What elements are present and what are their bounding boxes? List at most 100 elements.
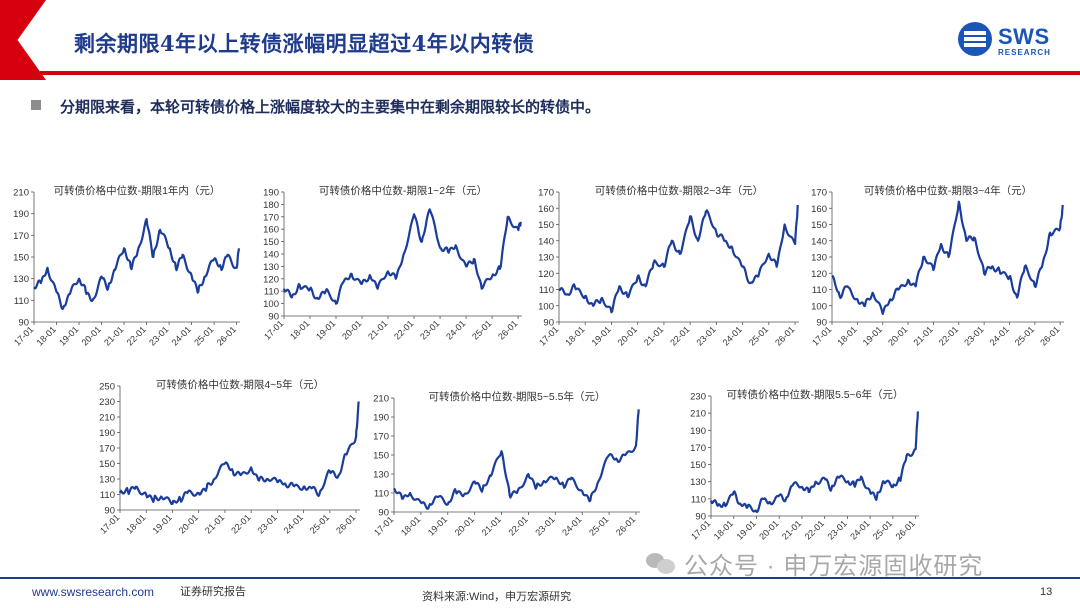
y-tick-label: 150 — [99, 459, 115, 470]
x-tick-label: 18-01 — [124, 512, 147, 535]
y-tick-label: 170 — [263, 212, 279, 223]
chart-title: 可转债价格中位数-期限1~2年（元） — [319, 184, 487, 197]
chart-svg: 可转债价格中位数-期限1年内（元） 90 110 130 150 170 190 210 17-… — [12, 184, 240, 348]
y-tick-label: 250 — [99, 382, 115, 393]
series-line — [709, 411, 919, 514]
x-tick-label: 17-01 — [12, 324, 35, 347]
y-tick-label: 150 — [373, 451, 389, 462]
series-line — [831, 200, 1064, 315]
x-tick-label: 20-01 — [886, 324, 909, 347]
sws-logo-icon — [958, 22, 992, 56]
y-tick-label: 90 — [378, 508, 389, 519]
y-tick-label: 150 — [538, 220, 554, 231]
x-tick-label: 17-01 — [372, 514, 395, 537]
wechat-icon — [646, 551, 676, 575]
x-tick-label: 20-01 — [757, 518, 780, 541]
x-tick-label: 21-01 — [102, 324, 125, 347]
footer-url[interactable]: www.swsresearch.com — [32, 585, 155, 599]
y-tick-label: 160 — [538, 204, 554, 215]
y-tick-label: 230 — [690, 392, 706, 403]
x-tick-label: 24-01 — [848, 518, 871, 541]
y-tick-label: 90 — [543, 318, 554, 329]
y-tick-label: 230 — [99, 397, 115, 408]
x-tick-label: 20-01 — [616, 324, 639, 347]
x-tick-label: 23-01 — [147, 324, 170, 347]
y-tick-label: 100 — [538, 301, 554, 312]
x-tick-label: 17-01 — [689, 518, 712, 541]
x-tick-label: 25-01 — [308, 512, 331, 535]
y-tick-label: 130 — [263, 262, 279, 273]
x-tick-label: 23-01 — [255, 512, 278, 535]
x-tick-label: 26-01 — [334, 512, 357, 535]
x-tick-label: 24-01 — [282, 512, 305, 535]
y-tick-label: 160 — [263, 225, 279, 236]
chart-3-4y: 可转债价格中位数-期限3~4年（元） 90 100 110 120 130 140 150 16… — [808, 178, 1072, 348]
y-tick-label: 170 — [373, 432, 389, 443]
y-tick-label: 130 — [690, 477, 706, 488]
chart-title: 可转债价格中位数-期限1年内（元） — [54, 184, 221, 197]
x-tick-label: 26-01 — [614, 514, 637, 537]
x-tick-label: 20-01 — [80, 324, 103, 347]
x-tick-label: 17-01 — [262, 318, 285, 341]
x-tick-label: 24-01 — [170, 324, 193, 347]
sws-logo: SWS RESEARCH — [958, 22, 1058, 62]
chart-svg: 可转债价格中位数-期限4~5年（元） 90 110 130 150 170 190 210 23… — [98, 378, 360, 536]
x-tick-label: 25-01 — [871, 518, 894, 541]
series-line — [33, 217, 240, 311]
x-tick-label: 25-01 — [1013, 324, 1036, 347]
y-tick-label: 150 — [690, 460, 706, 471]
y-tick-label: 210 — [99, 413, 115, 424]
x-tick-label: 22-01 — [803, 518, 826, 541]
y-tick-label: 90 — [18, 318, 29, 329]
chart-title: 可转债价格中位数-期限3~4年（元） — [864, 184, 1032, 197]
y-tick-label: 150 — [263, 237, 279, 248]
chart-title: 可转债价格中位数-期限2~3年（元） — [595, 184, 763, 197]
y-tick-label: 130 — [811, 253, 827, 264]
x-tick-label: 21-01 — [480, 514, 503, 537]
y-tick-label: 190 — [99, 428, 115, 439]
chart-title: 可转债价格中位数-期限5.5~6年（元） — [726, 388, 903, 401]
y-tick-label: 130 — [373, 470, 389, 481]
y-tick-label: 120 — [263, 274, 279, 285]
y-tick-label: 210 — [690, 409, 706, 420]
chart-svg: 可转债价格中位数-期限5.5~6年（元） 90 110 130 150 170 190 210… — [689, 388, 919, 542]
y-tick-label: 190 — [690, 426, 706, 437]
chart-2-3y: 可转债价格中位数-期限2~3年（元） 90 100 110 120 130 140 150 16… — [535, 178, 801, 348]
chart-5-5.5y: 可转债价格中位数-期限5~5.5年（元） 90 110 130 150 170 190 210… — [368, 384, 644, 538]
y-tick-label: 110 — [374, 489, 389, 500]
header-divider — [40, 71, 1080, 75]
y-tick-label: 160 — [811, 204, 827, 215]
x-tick-label: 18-01 — [288, 318, 311, 341]
y-tick-label: 90 — [268, 312, 279, 323]
x-tick-label: 21-01 — [642, 324, 665, 347]
x-tick-label: 22-01 — [392, 318, 415, 341]
x-tick-label: 21-01 — [911, 324, 934, 347]
bullet-text: 分期限来看，本轮可转债价格上涨幅度较大的主要集中在剩余期限较长的转债中。 — [60, 99, 601, 116]
x-tick-label: 17-01 — [810, 324, 833, 347]
y-tick-label: 110 — [812, 285, 827, 296]
x-tick-label: 25-01 — [470, 318, 493, 341]
y-tick-label: 170 — [13, 231, 29, 242]
chart-title: 可转债价格中位数-期限4~5年（元） — [156, 378, 324, 391]
x-tick-label: 20-01 — [453, 514, 476, 537]
chart-title: 可转债价格中位数-期限5~5.5年（元） — [428, 390, 605, 403]
x-tick-label: 18-01 — [399, 514, 422, 537]
y-tick-label: 110 — [14, 296, 29, 307]
x-tick-label: 17-01 — [98, 512, 121, 535]
y-tick-label: 190 — [13, 209, 29, 220]
x-tick-label: 26-01 — [1038, 324, 1061, 347]
x-tick-label: 20-01 — [340, 318, 363, 341]
x-tick-label: 24-01 — [988, 324, 1011, 347]
x-tick-label: 17-01 — [537, 324, 560, 347]
chart-svg: 可转债价格中位数-期限5~5.5年（元） 90 110 130 150 170 190 210… — [372, 390, 640, 538]
x-tick-label: 22-01 — [506, 514, 529, 537]
x-tick-label: 19-01 — [861, 324, 884, 347]
watermark: 公众号 · 申万宏源固收研究 — [646, 548, 983, 580]
x-tick-label: 23-01 — [533, 514, 556, 537]
chart-4-5y: 可转债价格中位数-期限4~5年（元） 90 110 130 150 170 190 210 23… — [90, 376, 366, 536]
y-tick-label: 110 — [264, 287, 279, 298]
y-tick-label: 110 — [100, 490, 115, 501]
x-tick-label: 19-01 — [314, 318, 337, 341]
x-tick-label: 22-01 — [668, 324, 691, 347]
